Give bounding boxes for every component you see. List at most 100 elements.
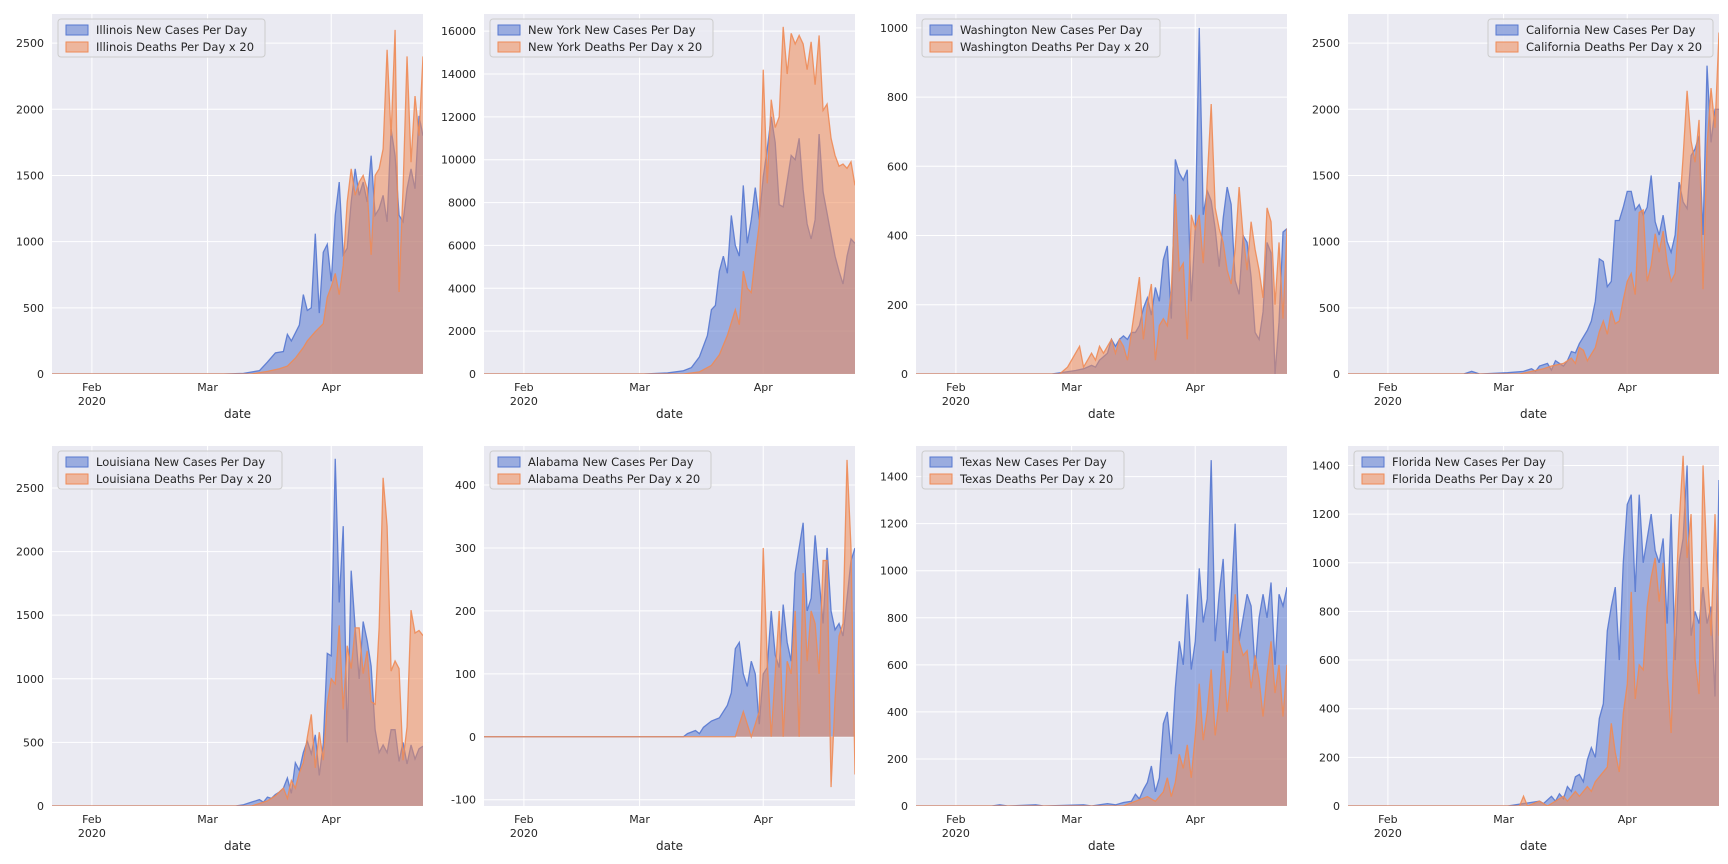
deaths-line bbox=[1348, 455, 1719, 806]
y-tick-label: 2000 bbox=[448, 325, 476, 338]
y-tick-label: 1500 bbox=[16, 169, 44, 182]
y-tick-label: 14000 bbox=[441, 68, 476, 81]
legend-swatch-cases bbox=[497, 24, 521, 36]
y-tick-label: 6000 bbox=[448, 239, 476, 252]
areas bbox=[52, 29, 423, 374]
legend-swatch-cases bbox=[1495, 24, 1519, 36]
deaths-area bbox=[916, 594, 1287, 806]
x-tick-label: Apr bbox=[322, 381, 342, 394]
chart-panel-illinois: 0 500 1000 1500 2000 2500 Feb 2020 Mar Apr date Ill… bbox=[0, 0, 432, 432]
y-tick-label: 600 bbox=[887, 659, 908, 672]
legend-swatch-cases bbox=[65, 456, 89, 468]
x-tick-label: Feb bbox=[514, 381, 533, 394]
y-tick-label: 400 bbox=[455, 479, 476, 492]
legend-swatch-cases bbox=[929, 24, 953, 36]
y-tick-label: 1000 bbox=[880, 565, 908, 578]
legend-swatch-cases bbox=[65, 24, 89, 36]
y-tick-label: 500 bbox=[23, 302, 44, 315]
y-tick-label: 1500 bbox=[1312, 169, 1340, 182]
legend-box bbox=[57, 450, 283, 490]
cases-line bbox=[1348, 465, 1719, 806]
deaths-line bbox=[916, 103, 1287, 374]
x-tick-label: Mar bbox=[197, 381, 218, 394]
y-tick-label: 2500 bbox=[1312, 37, 1340, 50]
y-tick-label: 2500 bbox=[16, 37, 44, 50]
y-tick-label: 1000 bbox=[16, 236, 44, 249]
deaths-line bbox=[484, 26, 855, 374]
deaths-line bbox=[52, 477, 423, 806]
x-tick-sublabel: 2020 bbox=[78, 395, 106, 408]
legend-label-cases: Florida New Cases Per Day bbox=[1392, 455, 1546, 469]
y-tick-label: 300 bbox=[455, 542, 476, 555]
x-tick-label: Mar bbox=[197, 813, 218, 826]
chart-panel-new-york: 0 2000 4000 6000 8000 10000 12000 14000 16000 Feb… bbox=[432, 0, 864, 432]
y-tick-label: 1500 bbox=[16, 609, 44, 622]
legend: Alabama New Cases Per Day Alabama Deaths … bbox=[489, 450, 712, 490]
chart-panel-alabama: -100 0 100 200 300 400 Feb 2020 Mar Apr date Alabam… bbox=[432, 432, 864, 864]
chart-panel-california: 0 500 1000 1500 2000 2500 Feb 2020 Mar Apr date Cal… bbox=[1296, 0, 1728, 432]
y-tick-label: -100 bbox=[451, 794, 476, 807]
cases-line bbox=[484, 522, 855, 738]
x-tick-label: Apr bbox=[1618, 381, 1638, 394]
deaths-area bbox=[52, 477, 423, 806]
areas bbox=[52, 458, 423, 806]
legend-swatch-deaths bbox=[1495, 41, 1519, 53]
legend-label-cases: Alabama New Cases Per Day bbox=[528, 455, 694, 469]
x-tick-label: Apr bbox=[1186, 813, 1206, 826]
chart-panel-texas: 0 200 400 600 800 1000 1200 1400 Feb 2020 Mar Apr da… bbox=[864, 432, 1296, 864]
y-tick-label: 0 bbox=[469, 731, 476, 744]
legend-label-deaths: Alabama Deaths Per Day x 20 bbox=[528, 472, 700, 486]
areas bbox=[484, 26, 855, 374]
x-tick-sublabel: 2020 bbox=[942, 827, 970, 840]
y-tick-label: 0 bbox=[469, 368, 476, 381]
y-tick-label: 100 bbox=[455, 668, 476, 681]
x-tick-label: Mar bbox=[1061, 813, 1082, 826]
deaths-area bbox=[484, 459, 855, 788]
legend: Texas New Cases Per Day Texas Deaths Per … bbox=[921, 450, 1125, 490]
y-tick-label: 2000 bbox=[16, 103, 44, 116]
x-tick-label: Feb bbox=[946, 381, 965, 394]
y-tick-label: 200 bbox=[455, 605, 476, 618]
y-tick-label: 400 bbox=[887, 230, 908, 243]
x-tick-label: Feb bbox=[82, 813, 101, 826]
legend-swatch-deaths bbox=[65, 41, 89, 53]
x-tick-label: Apr bbox=[1186, 381, 1206, 394]
legend-swatch-cases bbox=[1361, 456, 1385, 468]
x-axis-label: date bbox=[1520, 407, 1547, 421]
x-axis-label: date bbox=[224, 839, 251, 853]
legend-label-deaths: New York Deaths Per Day x 20 bbox=[528, 40, 702, 54]
areas bbox=[916, 27, 1287, 374]
legend-box bbox=[921, 450, 1125, 490]
y-tick-label: 1400 bbox=[880, 471, 908, 484]
legend-box bbox=[57, 18, 266, 58]
legend-swatch-deaths bbox=[497, 473, 521, 485]
deaths-area bbox=[916, 104, 1287, 374]
y-tick-label: 1200 bbox=[880, 518, 908, 531]
x-tick-label: Feb bbox=[1378, 381, 1397, 394]
legend: Washington New Cases Per Day Washington D… bbox=[921, 18, 1161, 58]
x-axis-label: date bbox=[1088, 839, 1115, 853]
y-tick-label: 0 bbox=[37, 368, 44, 381]
y-tick-label: 12000 bbox=[441, 111, 476, 124]
y-tick-label: 500 bbox=[1319, 302, 1340, 315]
y-tick-label: 200 bbox=[887, 753, 908, 766]
deaths-area bbox=[1348, 455, 1719, 806]
x-tick-label: Mar bbox=[629, 813, 650, 826]
x-tick-sublabel: 2020 bbox=[510, 827, 538, 840]
x-tick-label: Feb bbox=[1378, 813, 1397, 826]
y-tick-label: 1000 bbox=[1312, 236, 1340, 249]
legend-swatch-deaths bbox=[929, 41, 953, 53]
x-tick-label: Feb bbox=[82, 381, 101, 394]
x-axis-label: date bbox=[1088, 407, 1115, 421]
legend-box bbox=[489, 450, 712, 490]
y-tick-label: 0 bbox=[1333, 800, 1340, 813]
legend-label-cases: Illinois New Cases Per Day bbox=[96, 23, 248, 37]
legend-box bbox=[921, 18, 1161, 58]
legend-box bbox=[1353, 450, 1564, 490]
